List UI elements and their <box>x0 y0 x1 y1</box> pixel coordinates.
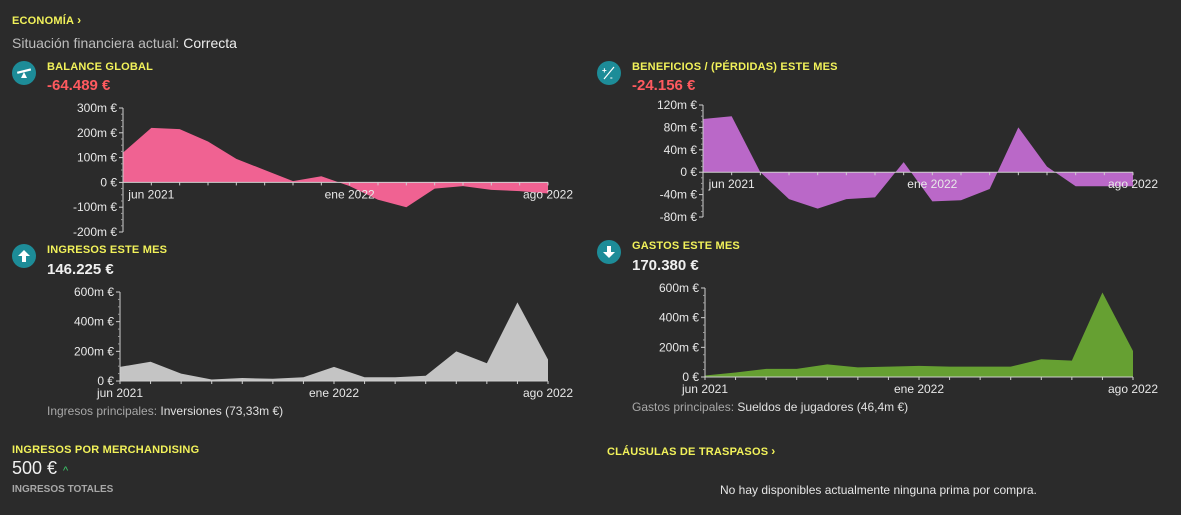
merchandising-sub: INGRESOS TOTALES <box>12 484 114 495</box>
expenses-main-value: Sueldos de jugadores (46,4m €) <box>737 400 909 414</box>
expenses-area <box>705 292 1133 377</box>
x-tick-label: ene 2022 <box>309 386 359 400</box>
x-tick-label: ene 2022 <box>325 187 375 201</box>
plus-minus-icon: + - <box>597 61 621 85</box>
y-tick-label: -200m € <box>73 225 117 238</box>
economia-link[interactable]: ECONOMÍA › <box>12 13 81 27</box>
income-area <box>120 302 548 381</box>
x-tick-label: ene 2022 <box>894 382 944 396</box>
y-tick-label: 0 € <box>682 370 699 384</box>
expenses-title: GASTOS ESTE MES <box>632 240 740 252</box>
balance-title: BALANCE GLOBAL <box>47 61 154 73</box>
y-tick-label: 0 € <box>680 165 697 179</box>
y-tick-label: 0 € <box>97 374 114 388</box>
y-tick-label: 200m € <box>74 344 114 358</box>
seesaw-icon <box>12 61 36 85</box>
benefits-title: BENEFICIOS / (PÉRDIDAS) ESTE MES <box>632 61 838 73</box>
svg-text:+: + <box>602 66 607 75</box>
y-tick-label: 80m € <box>664 120 698 134</box>
balance-area <box>123 127 548 208</box>
merchandising-value-row: 500 € ^ <box>12 458 68 479</box>
x-tick-label: ago 2022 <box>1108 382 1158 396</box>
chevron-right-icon: › <box>77 13 82 27</box>
y-tick-label: 200m € <box>77 126 117 140</box>
income-main: Ingresos principales: Inversiones (73,33… <box>47 404 283 418</box>
financial-status-value: Correcta <box>183 35 237 51</box>
y-tick-label: 0 € <box>100 175 117 189</box>
y-tick-label: 200m € <box>659 340 699 354</box>
y-tick-label: 40m € <box>664 143 698 157</box>
income-title: INGRESOS ESTE MES <box>47 244 168 256</box>
y-tick-label: 400m € <box>659 311 699 325</box>
x-tick-label: ago 2022 <box>1108 177 1158 191</box>
benefits-value: -24.156 € <box>632 77 696 94</box>
x-tick-label: ago 2022 <box>523 187 573 201</box>
x-tick-label: ago 2022 <box>523 386 573 400</box>
x-tick-label: jun 2021 <box>708 177 755 191</box>
benefits-chart: 120m € 80m € 40m € 0 € -40m € -80m € jun 2021 e… <box>657 98 1158 224</box>
income-value: 146.225 € <box>47 261 114 278</box>
y-tick-label: 100m € <box>77 151 117 165</box>
arrow-up-icon <box>12 244 36 268</box>
benefits-area <box>703 116 1133 209</box>
y-tick-label: -40m € <box>660 188 698 202</box>
y-tick-label: -100m € <box>73 200 117 214</box>
balance-chart: 300m € 200m € 100m € 0 € -100m € -200m € jun 2… <box>73 101 573 238</box>
transfer-clauses-title: CLÁUSULAS DE TRASPASOS <box>607 446 769 458</box>
merchandising-title: INGRESOS POR MERCHANDISING <box>12 444 200 456</box>
transfer-clauses-note: No hay disponibles actualmente ninguna p… <box>720 483 1037 497</box>
transfer-clauses-link[interactable]: CLÁUSULAS DE TRASPASOS › <box>607 444 775 458</box>
merchandising-value: 500 € <box>12 458 58 478</box>
y-tick-label: 120m € <box>657 98 697 112</box>
financial-status-label: Situación financiera actual: <box>12 35 180 51</box>
y-tick-label: 300m € <box>77 101 117 115</box>
svg-text:-: - <box>610 73 613 81</box>
x-tick-label: ene 2022 <box>907 177 957 191</box>
financial-status: Situación financiera actual: Correcta <box>12 35 237 51</box>
chevron-right-icon: › <box>771 444 776 458</box>
balance-value: -64.489 € <box>47 77 111 94</box>
x-tick-label: jun 2021 <box>127 187 174 201</box>
x-tick-label: jun 2021 <box>96 386 143 400</box>
y-tick-label: 600m € <box>74 285 114 299</box>
x-tick-label: jun 2021 <box>681 382 728 396</box>
y-tick-label: -80m € <box>660 210 698 224</box>
expenses-chart: 600m € 400m € 200m € 0 €jun 2021 ene 2022 ago… <box>659 281 1158 396</box>
arrow-down-icon <box>597 240 621 264</box>
income-main-value: Inversiones (73,33m €) <box>160 404 284 418</box>
expenses-main-label: Gastos principales: <box>632 400 735 414</box>
economia-title: ECONOMÍA <box>12 15 75 27</box>
caret-up-icon: ^ <box>63 465 69 477</box>
expenses-value: 170.380 € <box>632 257 699 274</box>
expenses-main: Gastos principales: Sueldos de jugadores… <box>632 400 908 414</box>
y-tick-label: 600m € <box>659 281 699 295</box>
y-tick-label: 400m € <box>74 315 114 329</box>
income-main-label: Ingresos principales: <box>47 404 158 418</box>
income-chart: 600m € 400m € 200m € 0 €jun 2021 ene 2022 ago… <box>74 285 573 400</box>
